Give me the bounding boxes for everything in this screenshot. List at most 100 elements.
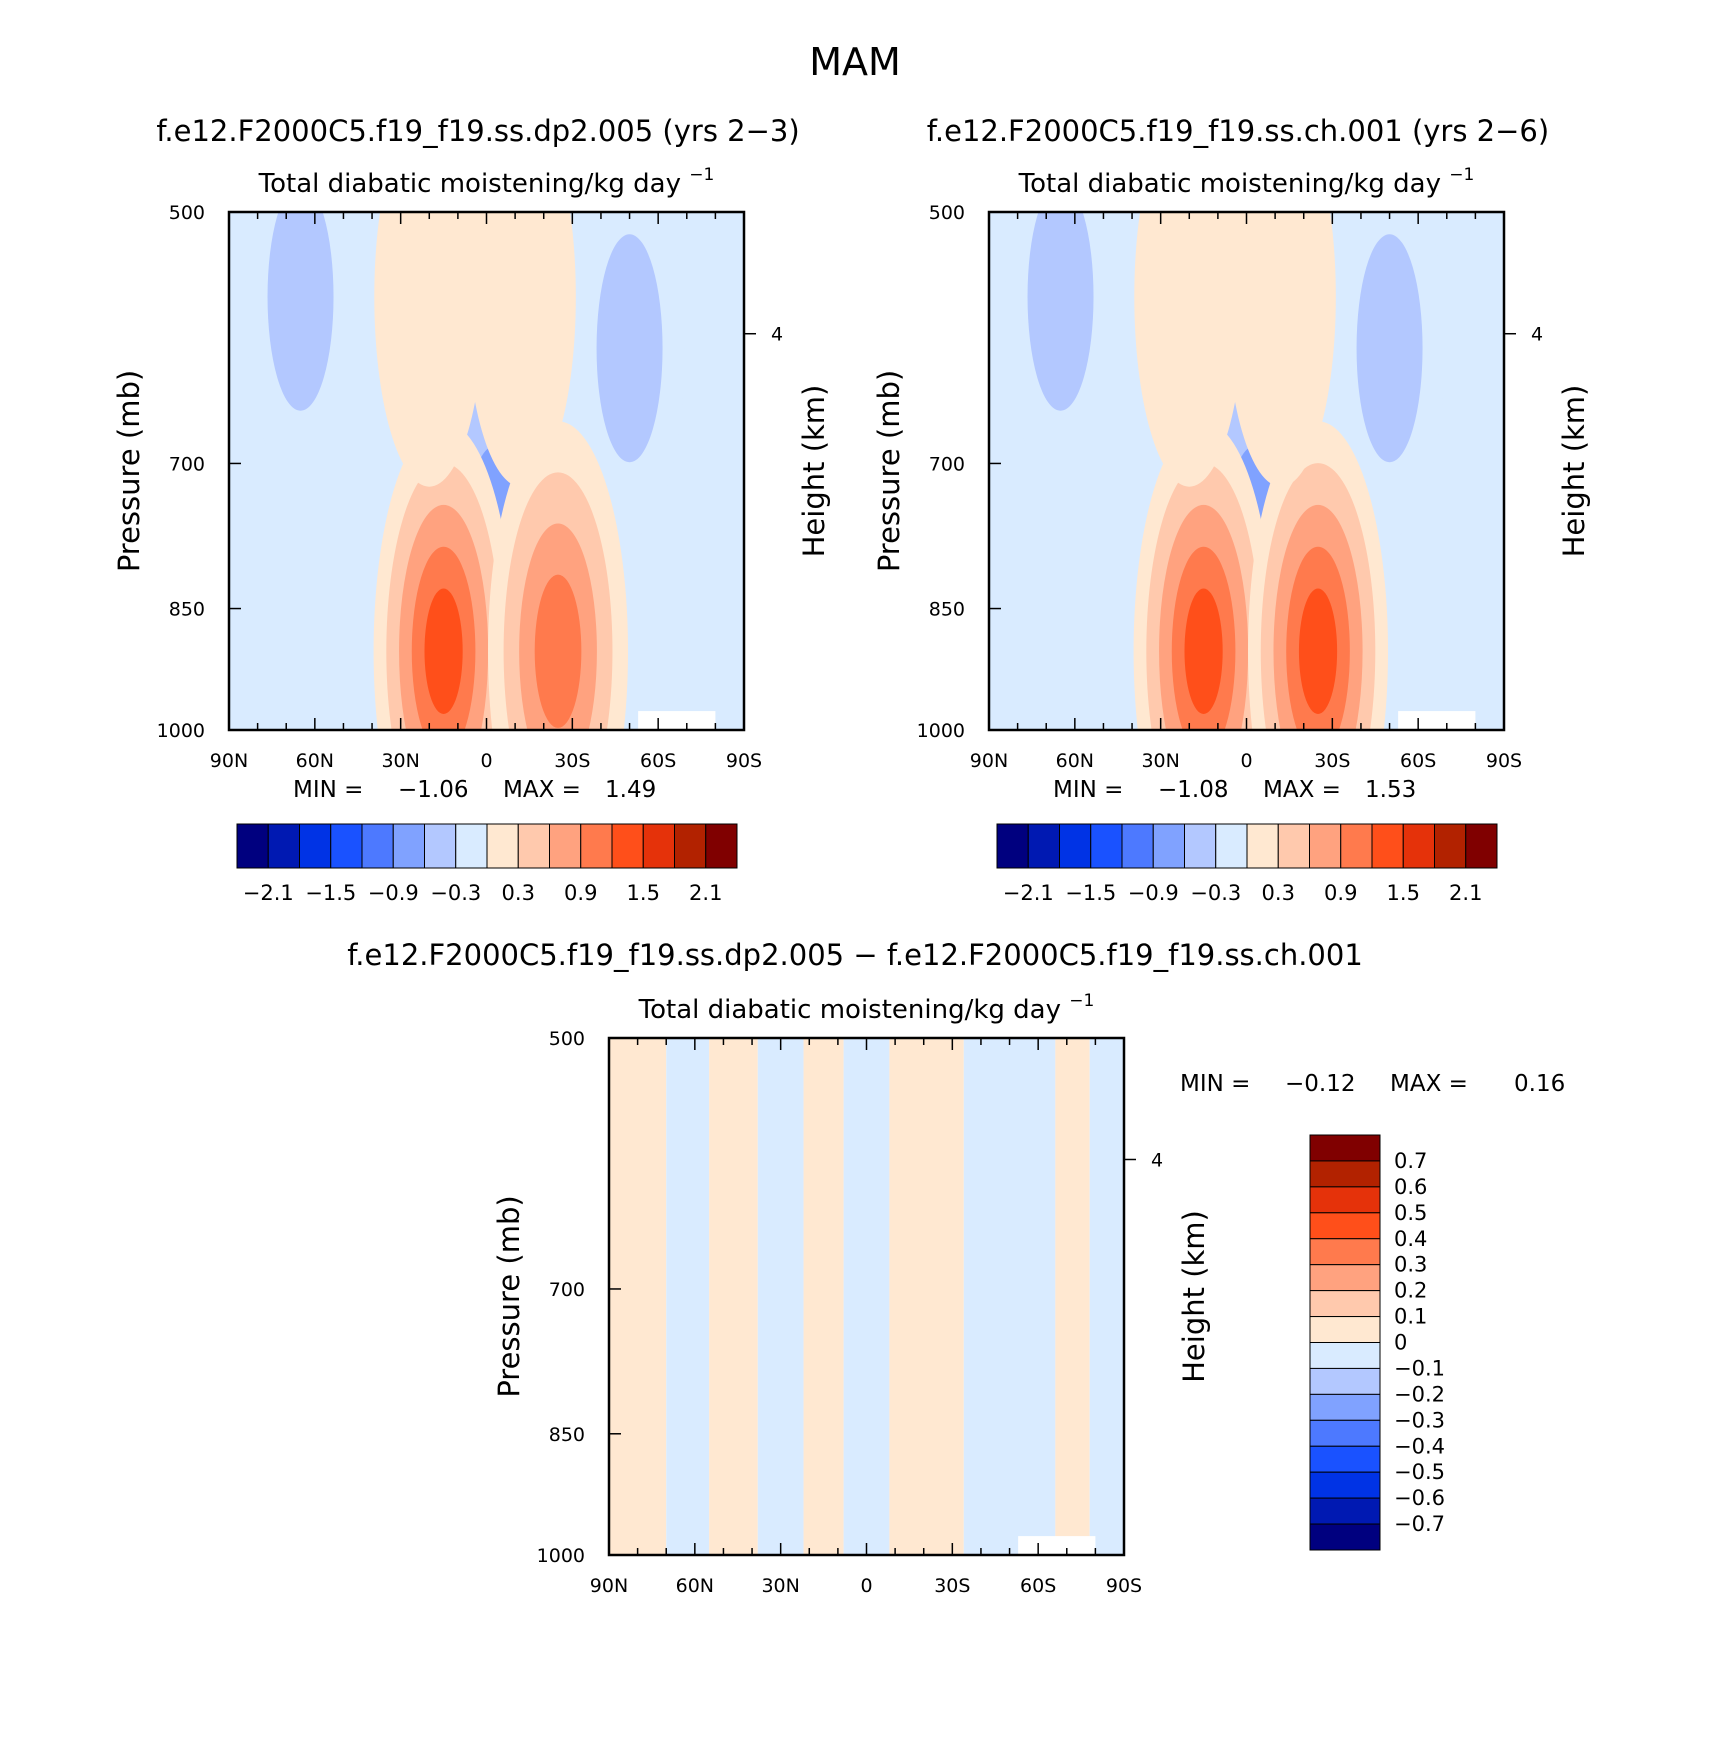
x-tick-label: 30S bbox=[1314, 750, 1350, 772]
contour-field bbox=[609, 1038, 1124, 1555]
colorbar-label: 2.1 bbox=[1449, 881, 1482, 905]
colorbar-label: 0.9 bbox=[564, 881, 597, 905]
colorbar-label: −1.5 bbox=[1065, 881, 1116, 905]
panel-title: f.e12.F2000C5.f19_f19.ss.ch.001 (yrs 2−6… bbox=[927, 114, 1549, 148]
colorbar-box bbox=[1309, 1186, 1381, 1214]
missing-data bbox=[1018, 1536, 1096, 1555]
colorbar-box bbox=[1309, 1393, 1381, 1421]
colorbar-label: −1.5 bbox=[305, 881, 356, 905]
colorbar-box bbox=[486, 823, 519, 869]
min-label: MIN = bbox=[1053, 777, 1123, 803]
colorbar-box bbox=[1215, 823, 1248, 869]
x-tick-label: 90N bbox=[210, 750, 248, 772]
x-tick-label: 60S bbox=[640, 750, 676, 772]
y-tick-label: 500 bbox=[929, 202, 965, 224]
right-axis-label: Height (km) bbox=[797, 385, 831, 558]
max-value: 0.16 bbox=[1514, 1071, 1565, 1097]
y-tick-label: 700 bbox=[929, 453, 965, 475]
colorbar-label: −0.3 bbox=[1394, 1408, 1445, 1432]
colorbar-box bbox=[299, 823, 332, 869]
colorbar-label: −2.1 bbox=[1003, 881, 1054, 905]
colorbar-label: −0.9 bbox=[1128, 881, 1179, 905]
colorbar-box bbox=[1309, 1316, 1381, 1343]
plot-title-exponent: −1 bbox=[689, 165, 714, 185]
plot-title-exponent: −1 bbox=[1449, 165, 1474, 185]
colorbar-box bbox=[1309, 1160, 1381, 1188]
colorbar-label: 0.3 bbox=[1262, 881, 1295, 905]
colorbar-box bbox=[361, 823, 394, 869]
y-tick-label: 850 bbox=[169, 599, 205, 621]
x-tick-label: 30S bbox=[554, 750, 590, 772]
colorbar-box bbox=[1434, 823, 1467, 869]
y-tick-label: 1000 bbox=[917, 720, 965, 742]
contour-band bbox=[709, 1038, 758, 1555]
colorbar-box bbox=[517, 823, 550, 869]
x-tick-label: 60N bbox=[676, 1575, 714, 1597]
contour-region bbox=[1225, 212, 1336, 487]
colorbar-label: −0.2 bbox=[1394, 1382, 1445, 1406]
panel-title: f.e12.F2000C5.f19_f19.ss.dp2.005 − f.e12… bbox=[347, 938, 1363, 972]
colorbar-box bbox=[1465, 823, 1498, 869]
contour-region bbox=[424, 588, 463, 714]
colorbar-label: −0.9 bbox=[368, 881, 419, 905]
contour-region bbox=[1184, 588, 1223, 714]
x-tick-label: 30S bbox=[934, 1575, 970, 1597]
x-tick-label: 90S bbox=[1106, 1575, 1142, 1597]
right-axis-label: Height (km) bbox=[1177, 1210, 1211, 1383]
plot-title: Total diabatic moistening/kg day −1 bbox=[258, 165, 715, 199]
contour-band bbox=[889, 1038, 964, 1555]
colorbar-box bbox=[611, 823, 644, 869]
colorbar-box bbox=[1402, 823, 1435, 869]
colorbar-box bbox=[1090, 823, 1123, 869]
x-tick-label: 60S bbox=[1400, 750, 1436, 772]
colorbar-box bbox=[1309, 1419, 1381, 1447]
max-value: 1.53 bbox=[1365, 777, 1416, 803]
colorbar-box bbox=[1184, 823, 1217, 869]
contour-region bbox=[534, 574, 582, 728]
height-tick-label: 4 bbox=[771, 324, 783, 346]
colorbar-box bbox=[1059, 823, 1092, 869]
y-tick-label: 1000 bbox=[537, 1545, 585, 1567]
colorbar-label: −0.5 bbox=[1394, 1460, 1445, 1484]
colorbar-box bbox=[580, 823, 613, 869]
contour-region bbox=[596, 234, 663, 463]
contour-band bbox=[1055, 1038, 1090, 1555]
colorbar-label: 0.2 bbox=[1394, 1279, 1427, 1303]
colorbar-box bbox=[1309, 1523, 1381, 1551]
max-label: MAX = bbox=[503, 777, 581, 803]
contour-band bbox=[963, 1038, 1056, 1555]
contour-band bbox=[609, 1038, 667, 1555]
plot-title-text: Total diabatic moistening/kg day bbox=[1018, 169, 1450, 199]
x-tick-label: 0 bbox=[860, 1575, 872, 1597]
x-tick-label: 90N bbox=[970, 750, 1008, 772]
colorbar-box bbox=[392, 823, 425, 869]
x-tick-label: 30N bbox=[761, 1575, 799, 1597]
colorbar-label: 0.6 bbox=[1394, 1175, 1427, 1199]
contour-band bbox=[757, 1038, 804, 1555]
y-tick-label: 850 bbox=[549, 1424, 585, 1446]
y-tick-label: 700 bbox=[169, 453, 205, 475]
missing-data bbox=[1398, 711, 1476, 730]
max-value: 1.49 bbox=[605, 777, 656, 803]
contour-field bbox=[229, 212, 744, 730]
colorbar-box bbox=[549, 823, 582, 869]
colorbar-box bbox=[1309, 1497, 1381, 1525]
colorbar-label: −0.3 bbox=[1190, 881, 1241, 905]
colorbar-box bbox=[1371, 823, 1404, 869]
colorbar-label: −0.7 bbox=[1394, 1512, 1445, 1536]
colorbar-label: −2.1 bbox=[243, 881, 294, 905]
colorbar-box bbox=[1309, 1212, 1381, 1240]
colorbar-box bbox=[424, 823, 457, 869]
colorbar-label: 0.9 bbox=[1324, 881, 1357, 905]
colorbar-box bbox=[267, 823, 300, 869]
x-tick-label: 30N bbox=[381, 750, 419, 772]
panel-dp2: f.e12.F2000C5.f19_f19.ss.dp2.005 (yrs 2−… bbox=[112, 114, 831, 905]
contour-region bbox=[465, 212, 576, 487]
min-value: −1.06 bbox=[398, 777, 468, 803]
colorbar-label: 0.5 bbox=[1394, 1201, 1427, 1225]
colorbar-label: −0.6 bbox=[1394, 1486, 1445, 1510]
colorbar-box bbox=[705, 823, 738, 869]
colorbar-label: 0.3 bbox=[1394, 1253, 1427, 1277]
y-tick-label: 1000 bbox=[157, 720, 205, 742]
contour-field bbox=[989, 212, 1504, 730]
